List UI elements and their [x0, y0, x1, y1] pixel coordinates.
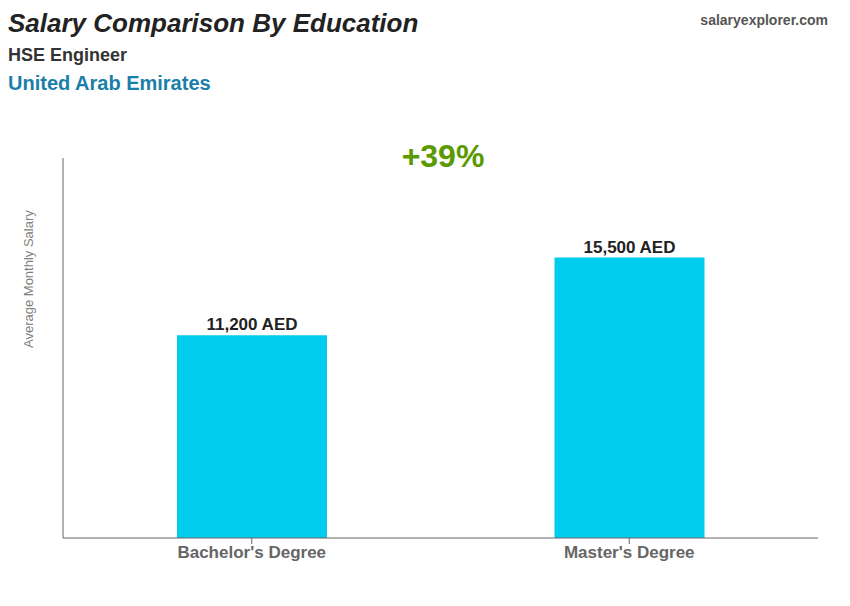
- svg-text:11,200 AED: 11,200 AED: [206, 315, 297, 334]
- svg-text:Master's Degree: Master's Degree: [564, 543, 695, 562]
- html-text:+39%: +39%: [401, 138, 485, 174]
- html-text:United Arab Emirates: United Arab Emirates: [8, 72, 211, 94]
- html-text:HSE Engineer: HSE Engineer: [8, 45, 127, 65]
- html-text:Salary Comparison By Education: Salary Comparison By Education: [8, 8, 419, 38]
- svg-text:Bachelor's Degree: Bachelor's Degree: [177, 543, 326, 562]
- svg-text:Average Monthly Salary: Average Monthly Salary: [21, 210, 36, 348]
- html-text:salaryexplorer.com: salaryexplorer.com: [700, 12, 828, 28]
- svg-text:15,500 AED: 15,500 AED: [584, 238, 676, 257]
